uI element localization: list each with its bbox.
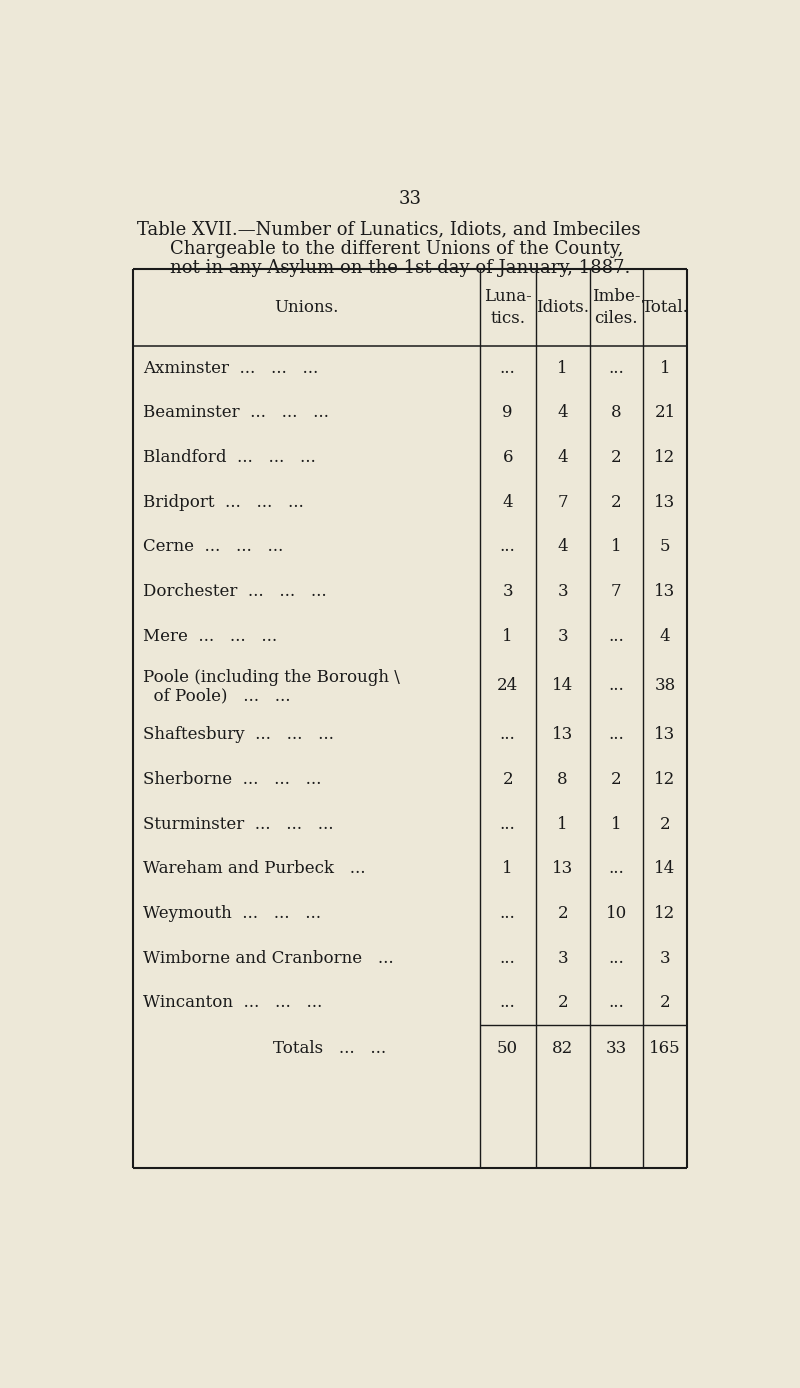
Text: 14: 14 <box>552 677 574 694</box>
Text: Chargeable to the different Unions of the County,: Chargeable to the different Unions of th… <box>170 240 623 258</box>
Text: Totals   ...   ...: Totals ... ... <box>273 1041 386 1058</box>
Text: ...: ... <box>608 359 624 376</box>
Text: 13: 13 <box>654 583 675 600</box>
Text: Wincanton  ...   ...   ...: Wincanton ... ... ... <box>143 994 322 1012</box>
Text: 14: 14 <box>654 861 675 877</box>
Text: 12: 12 <box>654 905 675 922</box>
Text: Cerne  ...   ...   ...: Cerne ... ... ... <box>143 539 284 555</box>
Text: ...: ... <box>608 861 624 877</box>
Text: 1: 1 <box>558 816 568 833</box>
Text: 1: 1 <box>502 627 513 645</box>
Text: 10: 10 <box>606 905 626 922</box>
Text: 21: 21 <box>654 404 675 422</box>
Text: ...: ... <box>608 726 624 744</box>
Text: 12: 12 <box>654 450 675 466</box>
Text: 33: 33 <box>606 1041 626 1058</box>
Text: ...: ... <box>500 726 515 744</box>
Text: 2: 2 <box>558 994 568 1012</box>
Text: 3: 3 <box>558 949 568 966</box>
Text: Poole (including the Borough \: Poole (including the Borough \ <box>143 669 400 686</box>
Text: 6: 6 <box>502 450 513 466</box>
Text: Weymouth  ...   ...   ...: Weymouth ... ... ... <box>143 905 322 922</box>
Text: 4: 4 <box>558 450 568 466</box>
Text: 8: 8 <box>558 770 568 788</box>
Text: 3: 3 <box>502 583 513 600</box>
Text: 82: 82 <box>552 1041 574 1058</box>
Text: 165: 165 <box>649 1041 681 1058</box>
Text: 2: 2 <box>611 450 622 466</box>
Text: 33: 33 <box>398 190 422 208</box>
Text: ...: ... <box>608 627 624 645</box>
Text: 13: 13 <box>654 494 675 511</box>
Text: Shaftesbury  ...   ...   ...: Shaftesbury ... ... ... <box>143 726 334 744</box>
Text: 7: 7 <box>558 494 568 511</box>
Text: Total.: Total. <box>642 298 689 316</box>
Text: ...: ... <box>500 949 515 966</box>
Text: ...: ... <box>608 994 624 1012</box>
Text: of Poole)   ...   ...: of Poole) ... ... <box>143 687 291 704</box>
Text: Table XVII.—Number of Lunatics, Idiots, and Imbeciles: Table XVII.—Number of Lunatics, Idiots, … <box>138 221 641 239</box>
Text: ...: ... <box>608 949 624 966</box>
Text: 3: 3 <box>660 949 670 966</box>
Text: ...: ... <box>608 677 624 694</box>
Text: Bridport  ...   ...   ...: Bridport ... ... ... <box>143 494 304 511</box>
Text: 50: 50 <box>497 1041 518 1058</box>
Text: 12: 12 <box>654 770 675 788</box>
Text: 24: 24 <box>497 677 518 694</box>
Text: Sturminster  ...   ...   ...: Sturminster ... ... ... <box>143 816 334 833</box>
Text: Wimborne and Cranborne   ...: Wimborne and Cranborne ... <box>143 949 394 966</box>
Text: Sherborne  ...   ...   ...: Sherborne ... ... ... <box>143 770 322 788</box>
Text: 9: 9 <box>502 404 513 422</box>
Text: 8: 8 <box>611 404 622 422</box>
Text: 1: 1 <box>611 816 622 833</box>
Text: 2: 2 <box>660 816 670 833</box>
Text: 13: 13 <box>552 861 574 877</box>
Text: 3: 3 <box>558 583 568 600</box>
Text: 3: 3 <box>558 627 568 645</box>
Text: 1: 1 <box>611 539 622 555</box>
Text: 4: 4 <box>660 627 670 645</box>
Text: 38: 38 <box>654 677 675 694</box>
Text: 4: 4 <box>502 494 513 511</box>
Text: ...: ... <box>500 816 515 833</box>
Text: Unions.: Unions. <box>274 298 338 316</box>
Text: Dorchester  ...   ...   ...: Dorchester ... ... ... <box>143 583 327 600</box>
Text: 13: 13 <box>552 726 574 744</box>
Text: not in any Asylum on the 1st day of January, 1887.: not in any Asylum on the 1st day of Janu… <box>170 260 630 278</box>
Text: 2: 2 <box>611 494 622 511</box>
Text: ...: ... <box>500 994 515 1012</box>
Text: ...: ... <box>500 905 515 922</box>
Text: Imbe-
ciles.: Imbe- ciles. <box>592 289 640 326</box>
Text: 2: 2 <box>660 994 670 1012</box>
Text: 2: 2 <box>502 770 513 788</box>
Text: 7: 7 <box>611 583 622 600</box>
Text: 1: 1 <box>558 359 568 376</box>
Text: Wareham and Purbeck   ...: Wareham and Purbeck ... <box>143 861 366 877</box>
Text: 4: 4 <box>558 539 568 555</box>
Text: ...: ... <box>500 539 515 555</box>
Text: 5: 5 <box>660 539 670 555</box>
Text: 1: 1 <box>660 359 670 376</box>
Text: Axminster  ...   ...   ...: Axminster ... ... ... <box>143 359 318 376</box>
Text: Luna-
tics.: Luna- tics. <box>484 289 531 326</box>
Text: Idiots.: Idiots. <box>536 298 589 316</box>
Text: Mere  ...   ...   ...: Mere ... ... ... <box>143 627 278 645</box>
Text: 4: 4 <box>558 404 568 422</box>
Text: 13: 13 <box>654 726 675 744</box>
Text: Blandford  ...   ...   ...: Blandford ... ... ... <box>143 450 316 466</box>
Text: 2: 2 <box>611 770 622 788</box>
Text: Beaminster  ...   ...   ...: Beaminster ... ... ... <box>143 404 330 422</box>
Text: ...: ... <box>500 359 515 376</box>
Text: 2: 2 <box>558 905 568 922</box>
Text: 1: 1 <box>502 861 513 877</box>
